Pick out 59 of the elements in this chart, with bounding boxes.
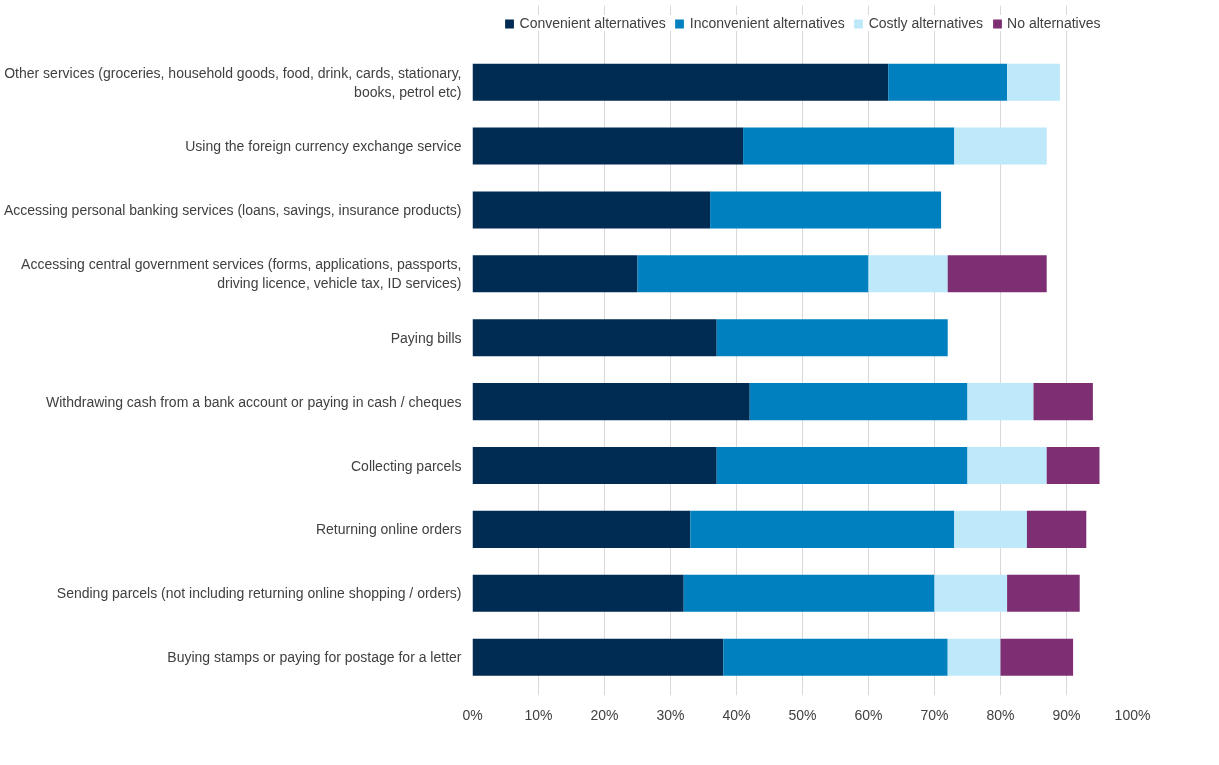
x-tick-label: 20% [590, 706, 619, 723]
legend-label: Inconvenient alternatives [689, 15, 845, 31]
y-tick-label: Returning online orders [315, 521, 462, 538]
x-tick-label: 10% [524, 706, 553, 723]
bar [947, 638, 1001, 676]
bar [967, 446, 1047, 485]
x-tick-label: 70% [920, 706, 949, 723]
bar [472, 446, 717, 485]
bar [967, 383, 1034, 421]
bar [954, 510, 1027, 548]
bar [1000, 638, 1074, 676]
y-tick-label: Using the foreign currency exchange service [185, 138, 462, 155]
x-tick-label: 30% [656, 706, 685, 723]
bar [868, 255, 948, 293]
legend-label: Convenient alternatives [519, 15, 666, 31]
bar [637, 255, 869, 293]
bar [472, 319, 717, 357]
y-tick-label: Buying stamps or paying for postage for a letter [167, 649, 462, 666]
y-tick-label: Accessing personal banking services (loans, savings, insurance products) [3, 201, 462, 218]
y-tick-label: Collecting parcels [351, 457, 462, 474]
bar [472, 383, 750, 421]
bar [710, 191, 942, 229]
y-tick-label: Withdrawing cash from a bank account or paying in cash / cheques [45, 393, 462, 410]
bar [690, 510, 955, 548]
bar [934, 574, 1008, 612]
bar [683, 574, 935, 612]
bar [888, 63, 1008, 101]
bar [472, 510, 691, 548]
bar [472, 255, 638, 293]
bar [472, 63, 889, 101]
bar [1033, 383, 1093, 421]
x-tick-label: 90% [1052, 706, 1081, 723]
y-tick-label: Other services (groceries, household goods, food, drink, cards, stationary, books, petrol etc) [4, 64, 462, 100]
x-tick-label: 100% [1114, 706, 1151, 723]
bar [1046, 446, 1100, 485]
y-tick-label: Paying bills [390, 329, 462, 346]
bar [749, 383, 968, 421]
y-tick-label: Accessing central government services (forms, applications, passports, driving licence, vehicle tax, ID services) [21, 256, 462, 292]
bar [472, 638, 724, 676]
bar [1007, 574, 1080, 612]
bar [743, 127, 955, 165]
x-tick-label: 50% [788, 706, 817, 723]
legend-label: Costly alternatives [868, 15, 984, 31]
x-tick-label: 40% [722, 706, 751, 723]
bar [716, 319, 948, 357]
y-tick-label: Sending parcels (not including returning online shopping / orders) [56, 585, 462, 602]
bar [472, 127, 744, 165]
x-tick-label: 60% [854, 706, 883, 723]
bar [472, 574, 684, 612]
bar [947, 255, 1047, 293]
x-tick-label: 80% [986, 706, 1015, 723]
x-tick-label: 0% [462, 706, 483, 723]
bar [723, 638, 948, 676]
bar [472, 191, 711, 229]
legend-label: No alternatives [1007, 15, 1101, 31]
bar [1026, 510, 1087, 548]
bar [1007, 63, 1060, 101]
bar [716, 446, 968, 485]
bar [954, 127, 1047, 165]
